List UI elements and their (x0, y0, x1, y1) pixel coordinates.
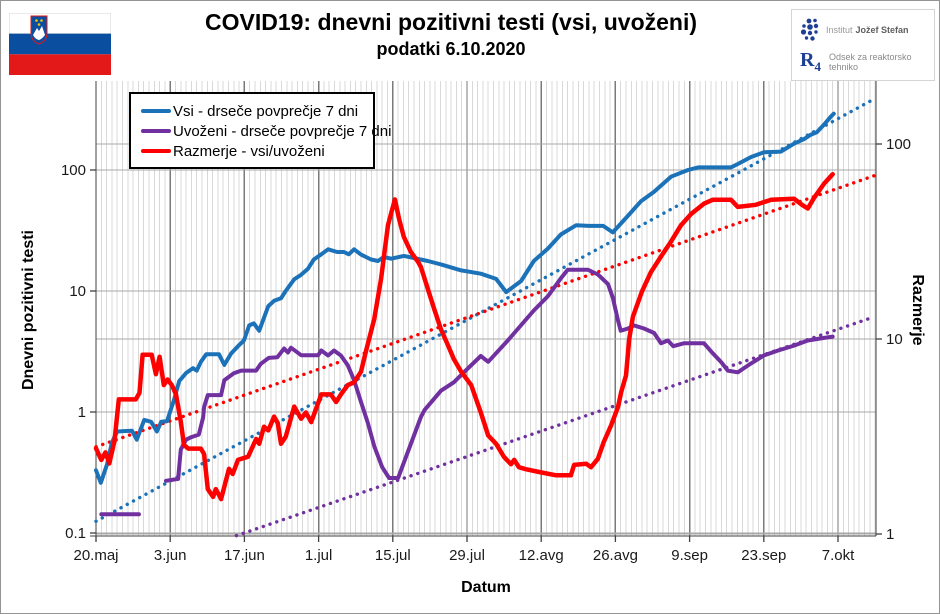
y-axis-right-title: Razmerje (909, 274, 926, 346)
institute-name-light: Institut (826, 25, 853, 35)
legend-label-uvozeni: Uvoženi - drseče povprečje 7 dni (173, 122, 392, 140)
svg-text:0.1: 0.1 (65, 525, 86, 542)
x-axis-title: Datum (461, 579, 511, 596)
svg-text:15.jul: 15.jul (375, 547, 411, 564)
svg-text:100: 100 (61, 162, 86, 179)
legend-label-razmerje: Razmerje - vsi/uvoženi (173, 142, 325, 160)
svg-text:20.maj: 20.maj (73, 547, 118, 564)
page-title: COVID19: dnevni pozitivni testi (vsi, uv… (204, 9, 698, 35)
y-axis-left-title: Dnevni pozitivni testi (20, 230, 37, 391)
department-name: Odsek za reaktorsko tehniko (828, 51, 912, 72)
svg-text:10: 10 (69, 283, 86, 300)
legend-swatch-vsi (141, 109, 171, 113)
svg-text:1: 1 (78, 404, 86, 421)
svg-text:1.jul: 1.jul (305, 547, 333, 564)
svg-text:9.sep: 9.sep (671, 547, 708, 564)
svg-text:29.jul: 29.jul (449, 547, 485, 564)
svg-text:12.avg: 12.avg (519, 547, 564, 564)
svg-text:7.okt: 7.okt (822, 547, 855, 564)
legend-swatch-razmerje (141, 149, 171, 153)
svg-text:26.avg: 26.avg (593, 547, 638, 564)
svg-text:17.jun: 17.jun (224, 547, 265, 564)
legend-item-vsi: Vsi - drseče povprečje 7 dni (141, 101, 365, 121)
svg-text:3.jun: 3.jun (154, 547, 187, 564)
slovenia-flag-icon (9, 13, 111, 75)
chart-legend: Vsi - drseče povprečje 7 dni Uvoženi - d… (129, 92, 391, 169)
r4-logo: R4 (800, 49, 821, 74)
svg-text:100: 100 (886, 136, 911, 153)
svg-text:1: 1 (886, 526, 894, 543)
legend-label-vsi: Vsi - drseče povprečje 7 dni (173, 102, 359, 120)
slovenia-coat-of-arms (30, 15, 48, 45)
svg-text:10: 10 (886, 331, 903, 348)
legend-swatch-uvozeni (141, 129, 171, 133)
page-subtitle: podatki 6.10.2020 (376, 39, 526, 59)
institute-name-bold: Jožef Stefan (855, 25, 909, 35)
svg-text:23.sep: 23.sep (741, 547, 786, 564)
legend-item-uvozeni: Uvoženi - drseče povprečje 7 dni (141, 121, 391, 141)
institute-logo-box: Institut Jožef Stefan R4 Odsek za reakto… (791, 9, 935, 81)
legend-item-razmerje: Razmerje - vsi/uvoženi (141, 141, 365, 161)
ijs-dots-logo-icon (800, 18, 819, 41)
